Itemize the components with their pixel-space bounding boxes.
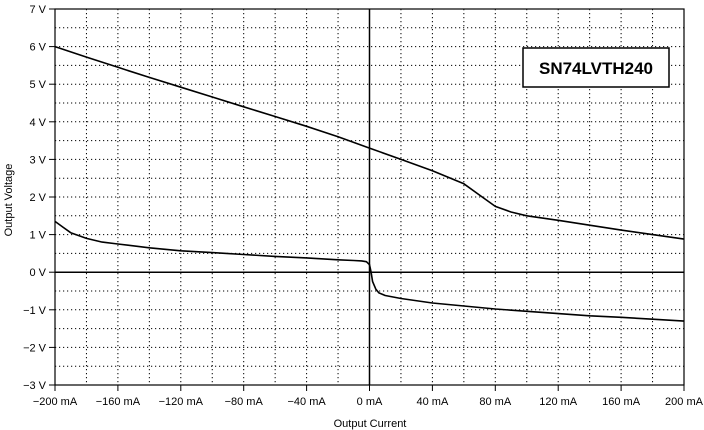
x-tick-label: 80 mA [479, 396, 511, 408]
x-tick-label: 200 mA [665, 396, 704, 408]
x-tick-label: −80 mA [225, 396, 264, 408]
y-tick-label: 1 V [29, 230, 46, 242]
x-tick-label: 0 mA [357, 396, 383, 408]
y-tick-label: 7 V [29, 4, 46, 16]
y-axis-title: Output Voltage [3, 164, 15, 237]
series-line-low [54, 220, 685, 322]
title-badge-box [522, 47, 670, 88]
series-line-high [54, 45, 685, 240]
x-axis-title: Output Current [334, 418, 407, 430]
y-tick-label: 0 V [29, 267, 46, 279]
y-tick-label: 5 V [29, 79, 46, 91]
y-tick-label: 6 V [29, 42, 46, 54]
x-tick-label: −40 mA [287, 396, 326, 408]
x-tick-label: −200 mA [33, 396, 78, 408]
chart-title: SN74LVTH240 [539, 59, 653, 78]
x-tick-label: −120 mA [159, 396, 204, 408]
y-tick-label: 2 V [29, 192, 46, 204]
series-layer [54, 45, 685, 322]
x-tick-label: 160 mA [602, 396, 641, 408]
x-tick-label: 120 mA [539, 396, 578, 408]
y-tick-label: −2 V [23, 342, 47, 354]
grid [55, 9, 684, 385]
axes [49, 8, 685, 391]
y-tick-label: −3 V [23, 380, 47, 392]
y-tick-label: 4 V [29, 117, 46, 129]
x-tick-label: 40 mA [417, 396, 449, 408]
x-tick-label: −160 mA [96, 396, 141, 408]
y-tick-label: 3 V [29, 154, 46, 166]
y-tick-label: −1 V [23, 305, 47, 317]
title-badge: SN74LVTH240 [522, 47, 670, 88]
tick-labels: −3 V −2 V −1 V 0 V 1 V 2 V 3 V 4 V 5 V 6 V 7 V −200… [23, 4, 704, 408]
